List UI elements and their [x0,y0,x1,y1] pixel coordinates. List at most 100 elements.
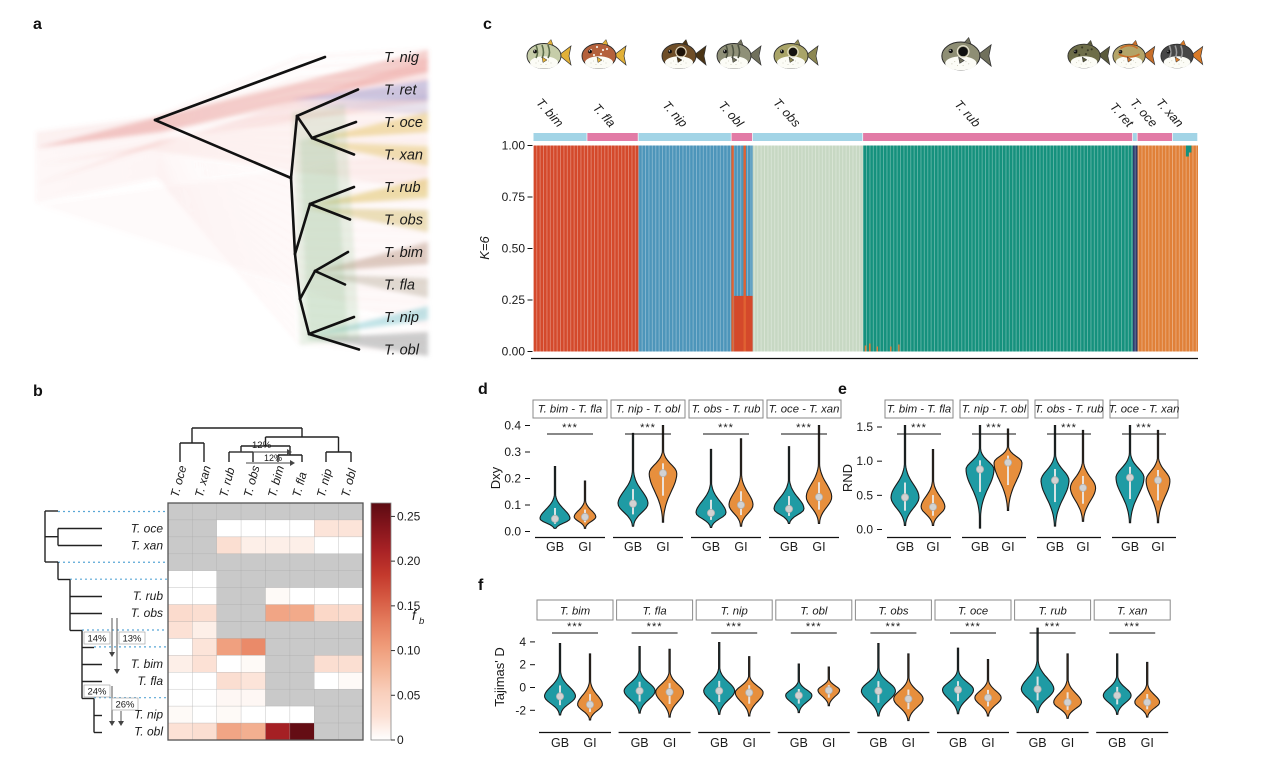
heatmap-cell [192,722,217,741]
heatmap-cell [338,638,364,656]
violin-facet: T. oce - T. xan *** GB GI [1109,399,1179,554]
sampling-site-strip [1172,133,1198,141]
heatmap-cell [192,672,217,690]
y-tick-label: 4 [519,635,526,649]
violin-facet: T. obs - T. rub *** GB GI [1034,399,1104,554]
consensus-tree-branch [153,118,293,180]
gene-flow-pct: 26% [115,700,135,711]
fish-eye [668,49,672,54]
fish-eye [533,49,537,54]
panel-d: Dxy 0.4 0.3 0.2 0.1 0.0 T. bim - T. fla *** GB GI… [488,399,842,554]
fish-fin [541,56,548,63]
admixture-species-label: T. oce [1127,96,1160,130]
heatmap-cell [216,672,242,690]
admixture-species-label: T. xan [1153,96,1186,130]
consensus-tree-branch [307,332,361,351]
group-label-gb: GB [1121,540,1139,554]
violin-median-dot [1079,483,1088,492]
heatmap-cell [314,722,339,741]
fish-spot [1090,48,1093,51]
fish-icon [941,36,992,71]
belly-dot [1171,60,1173,62]
heatmap-col-label: T. fla [289,470,309,499]
belly-dot [548,60,549,62]
fish-icon [773,39,819,69]
heatmap-cell [240,705,266,724]
violin-shape [1053,653,1083,719]
admixture-striation [1132,145,1138,352]
fish-icon [581,39,627,69]
violin-shape [773,446,805,525]
heatmap-col-label: T. bim [265,464,287,499]
heatmap-cell [314,536,339,555]
colorbar-title: f [412,608,417,623]
group-label-gb: GB [896,540,914,554]
arrow-head [118,721,124,726]
facet-title: T. xan [1117,606,1147,618]
belly-dot [787,64,789,65]
fish-belly [1163,56,1191,69]
admixture-minor-tick [876,346,878,352]
violin-median-dot [1154,476,1163,485]
facet-title: T. oce - T. xan [769,404,840,416]
group-label-gi: GI [1151,540,1164,554]
group-label-gi: GI [1001,540,1014,554]
admixture-minor-tick [890,346,892,352]
heatmap-cell [338,722,364,741]
violin-shape [617,432,649,527]
heatmap-cell [216,621,242,639]
violin-facet: T. nip - T. obl *** GB GI [610,399,686,554]
fish-eye-glint [588,50,590,52]
belly-dot [538,60,539,62]
heatmap-cell [192,705,217,724]
heatmap-cell [216,587,242,605]
heatmap-cell [216,519,242,538]
belly-dot [951,63,953,65]
heatmap-cell [265,536,291,555]
belly-dot [550,62,552,64]
fish-fin [1179,39,1186,46]
arrow-head [109,721,115,726]
heatmap-cell [192,655,217,673]
admixture-striation [533,145,588,352]
consensus-tree-branch [313,250,350,273]
significance-stars: *** [640,422,656,434]
fish-fin [596,56,603,63]
belly-dot [685,62,687,64]
arrow-head [290,460,295,466]
violin-median-dot [984,693,993,702]
violin-shape [577,653,603,721]
fish-eye [780,49,784,54]
admixture-species-label: T. nip [660,98,691,130]
species-tip-label: T. nig [384,50,419,66]
heatmap-cell [289,553,315,571]
heatmap-cell [314,570,339,588]
belly-dot [1125,63,1127,65]
belly-dot [795,60,796,62]
heatmap-cell [216,536,242,555]
sampling-site-strip [587,133,638,141]
facet-header-box [532,399,608,419]
y-tick-label: 1.5 [856,420,873,434]
belly-dot [683,60,684,62]
admixture-species-label: T. obs [770,96,803,130]
heatmap-cell [192,553,217,571]
fish-fin [1126,56,1133,63]
admixture-segment: T. xan [1153,39,1204,352]
y-tick-label: 0.0 [856,523,873,537]
heatmap-cell [265,570,291,588]
violin-shape [623,645,656,714]
heatmap-cell [338,705,364,724]
panel-label-e: e [838,381,847,398]
heatmap-cell [265,502,291,521]
belly-dot [968,63,970,65]
heatmap-cell [265,705,291,724]
facet-header-box [884,399,954,419]
facet-title: T. obs - T. rub [692,404,761,416]
heatmap-cell [240,604,266,622]
colorbar-tick-label: 0.20 [397,554,421,568]
violin-median-dot [904,694,913,703]
violin-facet: T. obs - T. rub *** GB GI [688,399,764,554]
violin-median-dot [745,688,754,697]
